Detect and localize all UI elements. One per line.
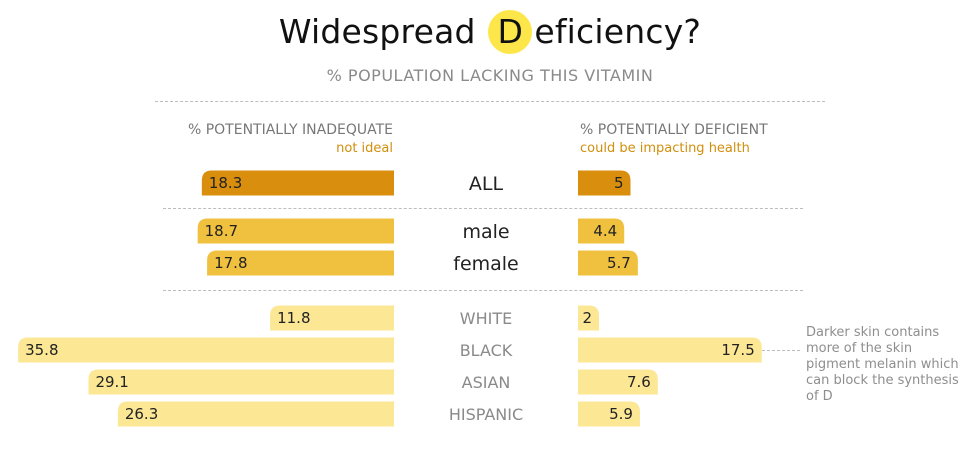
category-label-black: BLACK [460,341,513,360]
value-label-inadequate-white: 11.8 [277,309,310,327]
value-label-deficient-black: 17.5 [721,341,754,359]
top-divider [155,101,825,102]
bar-deficient-white [578,305,599,331]
value-label-deficient-white: 2 [582,309,592,327]
value-label-inadequate-male: 18.7 [205,222,238,240]
title-d-badge: D [488,10,533,54]
category-label-white: WHITE [460,309,512,328]
bar-deficient-hispanic [578,401,640,427]
category-label-all: ALL [469,173,504,195]
left-column-header: % POTENTIALLY INADEQUATE [187,122,393,138]
right-column-subheader: could be impacting health [580,141,750,156]
bar-inadequate-white [270,305,394,331]
bar-deficient-male [578,218,625,244]
bar-inadequate-hispanic [117,401,394,427]
value-label-deficient-all: 5 [614,174,624,192]
bar-deficient-black [578,337,762,363]
group-divider-1 [163,208,803,209]
category-label-male: male [462,221,509,243]
note-leader [762,350,800,351]
right-column-header: % POTENTIALLY DEFICIENT [580,122,768,138]
bar-deficient-all [578,170,631,196]
value-label-deficient-female: 5.7 [607,254,631,272]
value-label-inadequate-asian: 29.1 [95,373,128,391]
value-label-deficient-asian: 7.6 [627,373,651,391]
title-text-start: Widespread [278,12,487,51]
value-label-deficient-male: 4.4 [593,222,617,240]
value-label-deficient-hispanic: 5.9 [609,405,633,423]
group-divider-2 [163,290,803,291]
category-label-asian: ASIAN [462,373,511,392]
value-label-inadequate-all: 18.3 [209,174,242,192]
left-column-subheader: not ideal [336,141,393,156]
bar-inadequate-all [201,170,394,196]
value-label-inadequate-female: 17.8 [214,254,247,272]
value-label-inadequate-black: 35.8 [25,341,58,359]
category-label-female: female [453,253,519,275]
annotation-note: Darker skin contains more of the skin pi… [806,325,959,404]
bar-inadequate-male [197,218,394,244]
bar-deficient-asian [578,369,658,395]
title-text-end: eficiency? [534,12,702,51]
bar-inadequate-female [207,250,394,276]
bar-inadequate-asian [88,369,394,395]
value-label-inadequate-hispanic: 26.3 [125,405,158,423]
chart-subtitle: % POPULATION LACKING THIS VITAMIN [326,66,654,85]
bar-deficient-female [578,250,638,276]
bar-inadequate-black [18,337,394,363]
category-label-hispanic: HISPANIC [449,405,523,424]
